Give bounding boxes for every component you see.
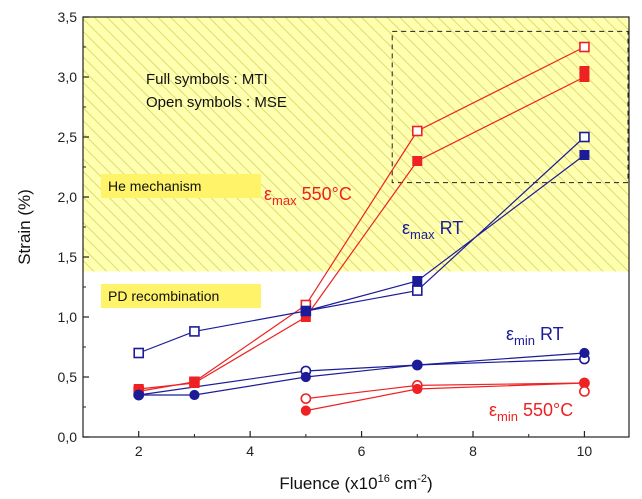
he-mechanism-highlight xyxy=(101,174,261,198)
y-tick-label: 0,0 xyxy=(58,429,78,445)
dashed-highlight-box xyxy=(391,30,629,184)
series-line-eminRT_open xyxy=(138,358,585,396)
x-tick-label: 4 xyxy=(246,443,254,459)
pd-recombination-highlight xyxy=(101,284,261,308)
he-mechanism-label: He mechanism xyxy=(108,178,201,194)
y-tick-label: 1,0 xyxy=(58,309,78,325)
y-tick-label: 2,5 xyxy=(58,129,78,145)
emax-rt-label: εmax RT xyxy=(402,218,463,242)
data-point-eminRT_full xyxy=(300,371,311,383)
emin-550-label: εmin 550°C xyxy=(489,400,573,424)
data-point-extra-1 xyxy=(579,385,590,397)
data-point-emaxRT_open xyxy=(133,347,145,359)
y-tick-label: 0,5 xyxy=(58,369,78,385)
data-point-emax550_full xyxy=(189,378,200,388)
data-point-extra-0 xyxy=(579,66,590,76)
data-point-eminRT_full xyxy=(412,359,423,371)
data-point-emaxRT_full xyxy=(412,276,423,286)
data-point-emax550_open xyxy=(411,125,423,137)
data-point-eminRT_full xyxy=(133,389,144,401)
y-tick-label: 3,0 xyxy=(58,69,78,85)
he-mechanism-region xyxy=(83,17,629,272)
data-point-emax550_open xyxy=(579,41,590,53)
data-point-emin550_full xyxy=(412,383,423,395)
y-tick-label: 3,5 xyxy=(58,9,78,25)
data-point-eminRT_full xyxy=(189,389,200,401)
x-axis-title: Fluence (x1016 cm-2) xyxy=(279,473,432,493)
data-point-emaxRT_open xyxy=(579,131,590,143)
pd-recombination-label: PD recombination xyxy=(108,288,219,304)
y-tick-label: 2,0 xyxy=(58,189,78,205)
y-axis-title: Strain (%) xyxy=(15,189,34,265)
data-point-emaxRT_open xyxy=(189,326,200,337)
data-point-emaxRT_full xyxy=(300,306,311,316)
x-tick-label: 10 xyxy=(577,443,593,459)
x-tick-label: 2 xyxy=(135,443,143,459)
data-point-emin550_full xyxy=(300,405,311,416)
data-point-emaxRT_full xyxy=(579,150,590,160)
data-point-eminRT_full xyxy=(579,347,590,359)
x-tick-label: 6 xyxy=(358,443,366,459)
emin-rt-label: εmin RT xyxy=(506,324,564,348)
data-point-emax550_full xyxy=(412,156,423,166)
series-line-emin550_open xyxy=(305,382,585,400)
data-point-emaxRT_open xyxy=(411,285,423,296)
legend-full-symbols: Full symbols : MTI xyxy=(146,71,268,88)
emax-550-label: εmax 550°C xyxy=(264,184,352,208)
x-tick-label: 8 xyxy=(469,443,477,459)
legend-open-symbols: Open symbols : MSE xyxy=(146,94,287,111)
data-point-emin550_open xyxy=(300,393,312,404)
y-tick-label: 1,5 xyxy=(58,249,78,265)
